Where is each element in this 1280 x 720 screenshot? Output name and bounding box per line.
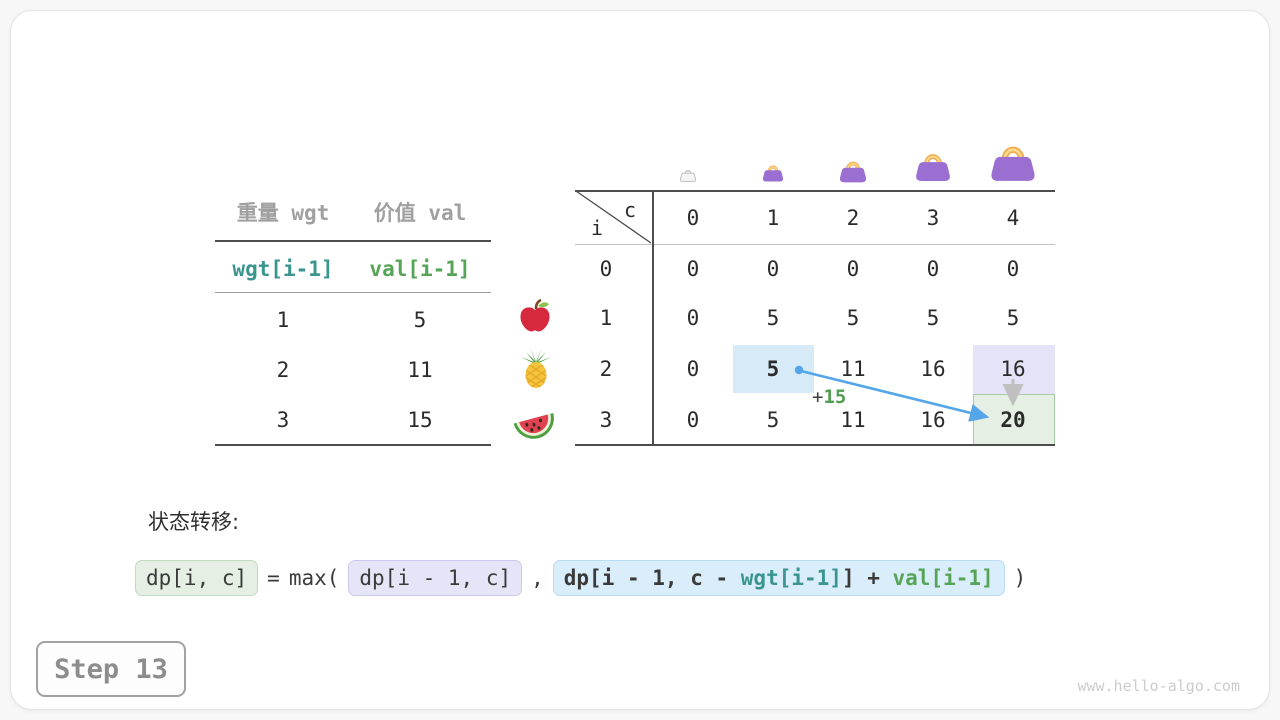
dp-cell-target: 20: [1000, 408, 1026, 432]
watermelon-icon: [511, 400, 557, 441]
bag-icon-capacity-1: [762, 162, 784, 182]
dp-col-header: 1: [766, 206, 780, 230]
apple-icon: [517, 299, 553, 335]
formula-arg2-mid: ] +: [841, 566, 893, 590]
item-table-header-weight: 重量 wgt: [236, 201, 330, 225]
step-badge: Step 13: [36, 641, 186, 697]
item-table-mid-rule: [215, 292, 491, 293]
formula-arg2-val: val[i-1]: [892, 566, 994, 590]
bag-icon-capacity-0: [680, 167, 696, 182]
bag-icon-capacity-2: [839, 157, 867, 183]
formula-arg2: dp[i - 1, c - wgt[i-1]] + val[i-1]: [552, 560, 1005, 596]
formula-arg2-pre: dp[i - 1, c -: [563, 566, 741, 590]
item-table-header-value: 价值 val: [373, 201, 467, 225]
formula-arg1: dp[i - 1, c]: [348, 560, 523, 596]
dp-col-header: 0: [686, 206, 700, 230]
dp-col-header: 4: [1006, 206, 1020, 230]
diagram-card: [10, 10, 1270, 710]
formula-comma: ,: [531, 566, 544, 590]
item-table-bottom-rule: [215, 444, 491, 446]
dp-cell: 0: [926, 257, 940, 281]
dp-cell-source: 5: [766, 357, 780, 381]
dp-cell: 11: [840, 357, 866, 381]
dp-col-header: 2: [846, 206, 860, 230]
bag-icon-capacity-3: [915, 148, 951, 182]
item-table-code-header-wgt: wgt[i-1]: [232, 257, 334, 281]
dp-table-vertical-rule: [652, 190, 654, 446]
dp-cell: 5: [1006, 306, 1020, 330]
dp-row-header: 2: [599, 357, 613, 381]
state-transition-formula: dp[i, c] = max( dp[i - 1, c] , dp[i - 1,…: [135, 560, 1026, 596]
item-weight: 3: [276, 408, 290, 432]
transition-add-label: +15: [812, 386, 846, 408]
formula-lhs: dp[i, c]: [135, 560, 259, 596]
dp-cell: 11: [840, 408, 866, 432]
corner-col-var: c: [623, 198, 637, 222]
formula-close-paren: ): [1013, 566, 1027, 590]
dp-cell: 0: [1006, 257, 1020, 281]
formula-arg2-wgt: wgt[i-1]: [740, 566, 842, 590]
dp-table-top-rule: [575, 190, 1055, 192]
dp-row-header: 0: [599, 257, 613, 281]
state-transition-label: 状态转移:: [148, 510, 240, 534]
watermark: www.hello-algo.com: [1077, 677, 1240, 695]
dp-cell: 5: [766, 408, 780, 432]
plus-sign: +: [812, 386, 824, 408]
bag-icon-capacity-4: [990, 139, 1036, 182]
dp-row-header: 3: [599, 408, 613, 432]
dp-cell: 0: [686, 306, 700, 330]
dp-cell: 0: [686, 257, 700, 281]
dp-col-header: 3: [926, 206, 940, 230]
item-value: 5: [413, 308, 427, 332]
item-table-top-rule: [215, 240, 491, 242]
dp-cell: 16: [920, 408, 946, 432]
item-weight: 2: [276, 358, 290, 382]
dp-table-bottom-rule: [575, 444, 1055, 446]
dp-cell: 0: [846, 257, 860, 281]
corner-row-var: i: [590, 216, 604, 240]
dp-cell: 5: [926, 306, 940, 330]
dp-cell: 5: [766, 306, 780, 330]
dp-cell: 0: [686, 408, 700, 432]
pineapple-icon: [518, 345, 554, 389]
item-value: 11: [407, 358, 433, 382]
dp-cell-skip: 16: [1000, 357, 1026, 381]
formula-max-open: max(: [288, 566, 340, 590]
item-value: 15: [407, 408, 433, 432]
dp-row-header: 1: [599, 306, 613, 330]
item-weight: 1: [276, 308, 290, 332]
dp-cell: 0: [766, 257, 780, 281]
dp-cell: 5: [846, 306, 860, 330]
dp-cell: 0: [686, 357, 700, 381]
dp-table-header-rule: [575, 244, 1055, 245]
formula-equals: =: [267, 566, 280, 590]
add-value: 15: [823, 386, 847, 408]
dp-cell: 16: [920, 357, 946, 381]
item-table-code-header-val: val[i-1]: [369, 257, 471, 281]
